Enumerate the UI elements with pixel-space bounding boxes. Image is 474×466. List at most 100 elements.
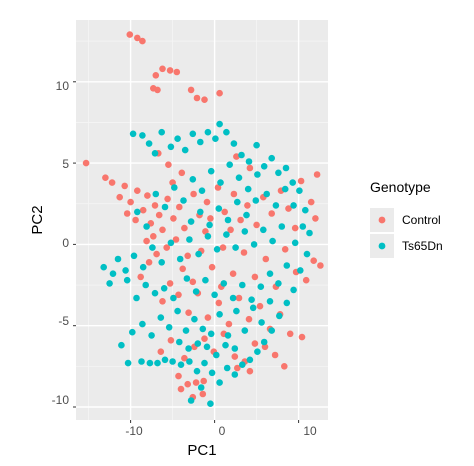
point-control bbox=[108, 179, 116, 186]
point-ts65dn bbox=[276, 312, 283, 320]
point-control bbox=[230, 190, 238, 198]
point-control bbox=[134, 34, 141, 42]
point-ts65dn bbox=[187, 397, 195, 404]
point-ts65dn bbox=[149, 244, 156, 251]
point-control bbox=[235, 294, 243, 302]
point-control bbox=[291, 224, 299, 232]
point-ts65dn bbox=[231, 371, 239, 378]
point-ts65dn bbox=[195, 250, 202, 258]
point-ts65dn bbox=[197, 384, 205, 391]
point-control bbox=[256, 302, 264, 310]
point-control bbox=[192, 379, 200, 386]
point-ts65dn bbox=[216, 311, 223, 318]
point-ts65dn bbox=[263, 190, 271, 198]
point-control bbox=[234, 364, 241, 372]
point-control bbox=[152, 72, 160, 79]
point-ts65dn bbox=[289, 179, 297, 186]
point-control bbox=[286, 330, 294, 338]
point-ts65dn bbox=[139, 320, 146, 328]
point-ts65dn bbox=[207, 167, 215, 175]
point-ts65dn bbox=[249, 304, 257, 312]
point-control bbox=[216, 89, 223, 97]
point-control bbox=[193, 94, 201, 102]
point-ts65dn bbox=[266, 298, 274, 305]
data-points bbox=[82, 31, 324, 408]
point-control bbox=[176, 203, 183, 211]
point-ts65dn bbox=[299, 223, 307, 230]
point-ts65dn bbox=[129, 328, 136, 336]
point-ts65dn bbox=[170, 294, 177, 302]
point-control bbox=[200, 377, 207, 385]
point-ts65dn bbox=[234, 198, 241, 206]
point-ts65dn bbox=[215, 205, 223, 212]
point-ts65dn bbox=[260, 163, 268, 170]
point-ts65dn bbox=[245, 158, 253, 165]
point-ts65dn bbox=[182, 327, 190, 334]
point-ts65dn bbox=[189, 130, 197, 138]
point-control bbox=[164, 195, 171, 203]
point-ts65dn bbox=[143, 223, 150, 230]
point-ts65dn bbox=[174, 135, 181, 142]
point-ts65dn bbox=[254, 348, 261, 356]
point-control bbox=[137, 273, 144, 281]
point-control bbox=[134, 187, 141, 194]
point-ts65dn bbox=[268, 327, 276, 334]
point-ts65dn bbox=[206, 221, 213, 229]
point-ts65dn bbox=[181, 146, 189, 154]
point-ts65dn bbox=[183, 275, 191, 282]
point-ts65dn bbox=[260, 338, 268, 346]
point-ts65dn bbox=[275, 169, 282, 177]
point-ts65dn bbox=[231, 345, 239, 352]
point-control bbox=[150, 233, 157, 240]
point-control bbox=[219, 244, 227, 251]
x-tick-label: 0 bbox=[219, 424, 226, 438]
point-control bbox=[151, 202, 159, 209]
point-ts65dn bbox=[169, 358, 176, 365]
point-ts65dn bbox=[248, 296, 255, 304]
point-ts65dn bbox=[241, 228, 249, 235]
point-ts65dn bbox=[306, 229, 313, 237]
point-ts65dn bbox=[123, 276, 131, 284]
point-ts65dn bbox=[290, 202, 297, 209]
point-control bbox=[207, 215, 214, 222]
point-control bbox=[199, 390, 207, 398]
point-ts65dn bbox=[134, 208, 141, 216]
point-control bbox=[163, 244, 170, 251]
point-ts65dn bbox=[302, 206, 309, 214]
y-tick-label: -10 bbox=[52, 393, 70, 407]
point-control bbox=[251, 273, 259, 281]
point-control bbox=[281, 363, 288, 370]
point-ts65dn bbox=[157, 314, 165, 321]
point-control bbox=[126, 31, 134, 38]
point-ts65dn bbox=[233, 307, 240, 315]
point-ts65dn bbox=[139, 132, 146, 139]
point-control bbox=[281, 246, 289, 253]
point-ts65dn bbox=[244, 185, 252, 193]
point-control bbox=[229, 270, 237, 278]
point-control bbox=[159, 65, 166, 73]
point-control bbox=[121, 182, 128, 190]
legend-title: Genotype bbox=[370, 179, 431, 195]
point-ts65dn bbox=[203, 343, 211, 351]
point-control bbox=[208, 263, 216, 271]
point-control bbox=[246, 164, 254, 172]
point-ts65dn bbox=[186, 236, 193, 243]
minor-gridlines bbox=[76, 20, 328, 420]
point-ts65dn bbox=[216, 120, 223, 128]
x-tick-marks bbox=[130, 420, 300, 423]
point-control bbox=[144, 192, 151, 199]
point-control bbox=[170, 215, 177, 222]
point-ts65dn bbox=[291, 239, 299, 247]
point-control bbox=[127, 198, 134, 206]
point-control bbox=[157, 348, 165, 356]
point-ts65dn bbox=[160, 285, 168, 292]
point-ts65dn bbox=[199, 325, 207, 333]
point-control bbox=[181, 354, 188, 362]
point-ts65dn bbox=[177, 361, 185, 369]
point-ts65dn bbox=[197, 208, 204, 216]
point-ts65dn bbox=[202, 276, 209, 284]
point-control bbox=[246, 367, 254, 375]
point-ts65dn bbox=[129, 130, 137, 138]
point-control bbox=[190, 190, 197, 198]
point-control bbox=[317, 262, 324, 269]
